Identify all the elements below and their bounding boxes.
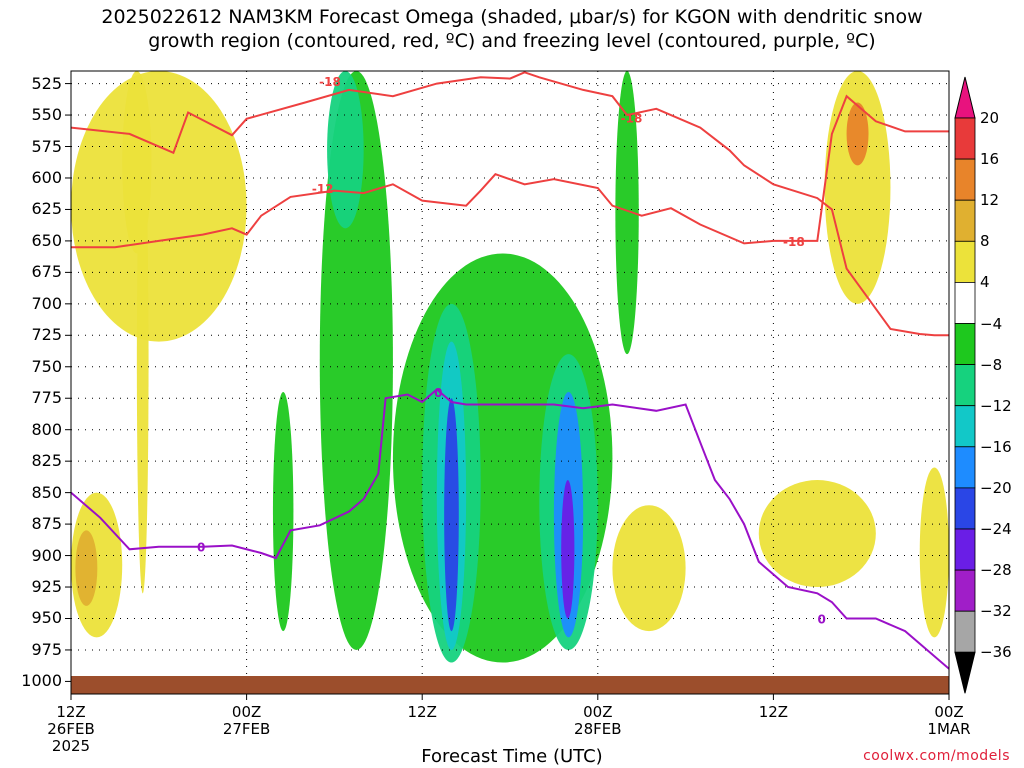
x-tick-label: 12Z [758, 703, 789, 721]
terrain-ground-band [71, 676, 949, 694]
y-tick-label: 775 [31, 388, 62, 408]
colorbar-band [954, 446, 976, 489]
x-tick-label: 12Z [407, 703, 437, 721]
y-tick-label: 725 [31, 325, 62, 345]
y-tick-label: 950 [31, 608, 62, 628]
omega-shade-region [327, 71, 364, 229]
x-tick-label: 2025 [51, 737, 91, 755]
y-tick-label: 600 [31, 167, 62, 187]
x-tick-label: 28FEB [574, 720, 622, 738]
y-tick-label: 925 [31, 577, 62, 597]
y-tick-label: 900 [31, 545, 62, 565]
x-tick-label: 12Z [56, 703, 86, 721]
colorbar-label: −16 [980, 437, 1012, 456]
y-tick-label: 875 [31, 514, 62, 534]
contour-label: 0 [434, 386, 442, 400]
colorbar-band [954, 405, 976, 448]
colorbar-band [954, 199, 976, 242]
y-tick-label: 650 [31, 230, 62, 250]
omega-shade-region [75, 530, 98, 606]
omega-shade-region [71, 71, 247, 342]
omega-shade-region [444, 398, 459, 632]
colorbar-label: −32 [980, 602, 1012, 621]
colorbar-band [954, 364, 976, 407]
colorbar-label: 16 [980, 150, 1000, 169]
x-tick-label: 27FEB [222, 720, 271, 738]
x-tick-label: 00Z [583, 703, 613, 721]
contour-label: -12 [312, 182, 334, 196]
y-tick-label: 750 [31, 356, 62, 376]
colorbar-band [954, 240, 976, 283]
chart-title-line-2: growth region (contoured, red, ºC) and f… [148, 30, 876, 52]
colorbar-band [954, 487, 976, 530]
colorbar-label: 8 [980, 232, 990, 251]
contour-label: -18 [621, 112, 643, 126]
x-axis-label: Forecast Time (UTC) [421, 746, 603, 767]
credit-text: coolwx.com/models [863, 748, 1010, 764]
colorbar-label: −12 [980, 396, 1012, 415]
chart-title-line-1: 2025022612 NAM3KM Forecast Omega (shaded… [101, 6, 923, 28]
plot-frame [70, 70, 950, 695]
omega-shade-region [758, 480, 876, 588]
contour-label: 0 [197, 541, 205, 555]
y-tick-label: 1000 [21, 671, 62, 691]
y-tick-label: 850 [31, 482, 62, 502]
y-tick-label: 575 [31, 136, 62, 156]
omega-shade-region [612, 505, 686, 632]
y-tick-label: 625 [31, 199, 62, 219]
y-tick-label: 550 [31, 105, 62, 125]
colorbar-label: −28 [980, 561, 1012, 580]
colorbar-band [954, 281, 976, 324]
x-tick-label: 00Z [934, 703, 964, 721]
y-tick-label: 800 [31, 419, 62, 439]
colorbar-label: −36 [980, 643, 1012, 662]
y-tick-label: 975 [31, 639, 62, 659]
contour-label: -18 [783, 235, 805, 249]
x-tick-label: 26FEB [47, 720, 95, 738]
colorbar-label: −24 [980, 520, 1012, 538]
colorbar-band [954, 158, 976, 201]
contour-label: 0 [818, 612, 826, 626]
colorbar-top-arrow [954, 76, 976, 119]
freezing-level-contour [71, 388, 949, 670]
dgz-contour-line [71, 94, 949, 249]
omega-shade-region [561, 480, 575, 619]
omega-shade-region [846, 102, 869, 166]
y-tick-label: 700 [31, 293, 62, 313]
x-tick-label: 1MAR [927, 720, 971, 738]
y-tick-label: 825 [31, 451, 62, 471]
colorbar-band [954, 569, 976, 612]
dgz-contour-line [71, 71, 949, 337]
colorbar-band [954, 323, 976, 365]
contour-label: -18 [319, 75, 341, 89]
y-tick-label: 675 [31, 262, 62, 282]
colorbar-label: 4 [980, 273, 990, 292]
colorbar-label: −20 [980, 478, 1012, 497]
colorbar-bottom-arrow [954, 651, 976, 694]
colorbar-label: −4 [980, 314, 1003, 333]
omega-shade-region [615, 71, 639, 355]
colorbar-band [954, 117, 976, 160]
x-tick-label: 00Z [231, 703, 262, 721]
omega-shade-region [272, 391, 294, 632]
colorbar-label: 20 [980, 109, 1000, 127]
colorbar-band [954, 610, 976, 653]
colorbar-label: 12 [980, 191, 1000, 210]
omega-shade-region [919, 467, 949, 638]
colorbar-label: −8 [980, 355, 1003, 374]
colorbar-band [954, 528, 976, 571]
y-tick-label: 525 [31, 73, 62, 93]
